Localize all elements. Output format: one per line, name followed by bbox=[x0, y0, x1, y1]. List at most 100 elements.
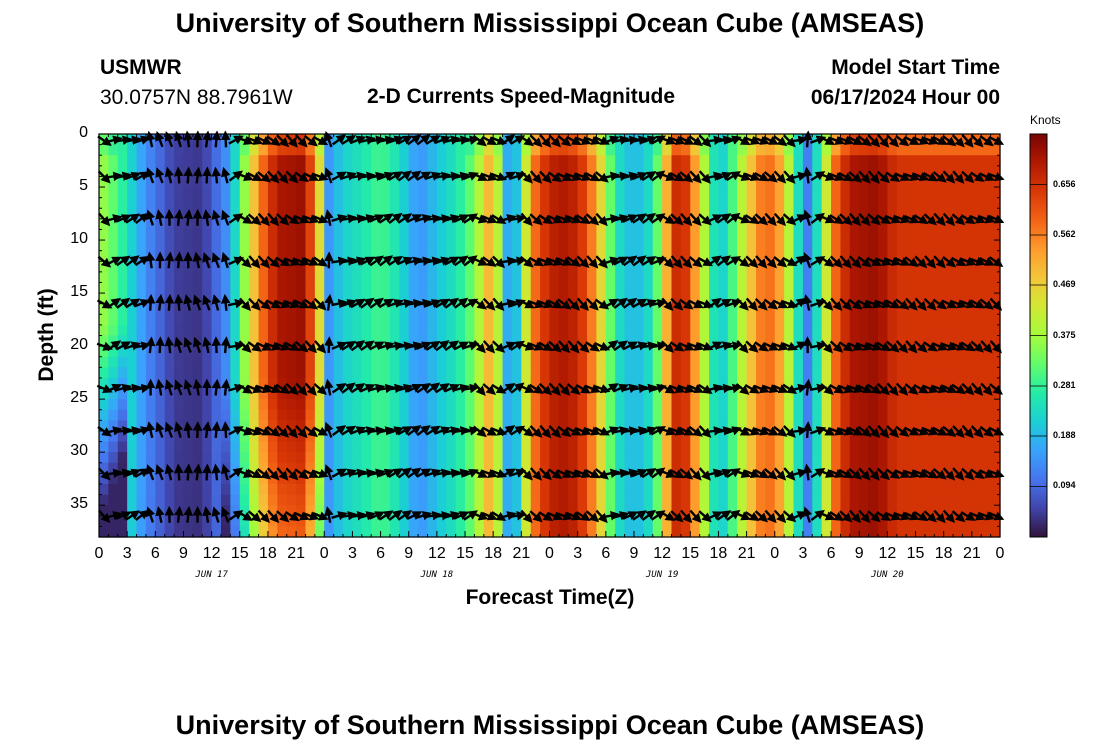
heatmap-cell bbox=[802, 452, 813, 464]
heatmap-cell bbox=[953, 483, 964, 496]
heatmap-cell bbox=[343, 303, 354, 315]
heatmap-cell bbox=[577, 155, 588, 167]
current-vector-arrow bbox=[978, 511, 996, 521]
heatmap-cell bbox=[624, 526, 635, 538]
heatmap-cell bbox=[896, 324, 907, 337]
current-vector-arrow bbox=[538, 467, 552, 481]
heatmap-cell bbox=[821, 441, 832, 453]
heatmap-cell bbox=[343, 388, 354, 400]
current-vector-arrow bbox=[763, 426, 779, 436]
current-vector-arrow bbox=[725, 383, 743, 394]
heatmap-cell bbox=[558, 335, 569, 347]
current-vector-arrow bbox=[744, 469, 761, 478]
heatmap-cell bbox=[249, 335, 260, 347]
heatmap-cell bbox=[568, 430, 579, 443]
current-vector-arrow bbox=[220, 378, 231, 396]
heatmap-cell bbox=[755, 399, 766, 411]
heatmap-cell bbox=[943, 388, 954, 400]
heatmap-cell bbox=[662, 218, 673, 231]
current-vector-arrow bbox=[211, 294, 221, 311]
colorbar-tick-label: 0.562 bbox=[1053, 229, 1076, 240]
current-vector-arrow bbox=[735, 256, 750, 267]
heatmap-cell bbox=[840, 335, 851, 347]
heatmap-cell bbox=[755, 388, 766, 400]
heatmap-cell bbox=[877, 441, 888, 453]
heatmap-cell bbox=[690, 452, 701, 464]
heatmap-cell bbox=[812, 314, 823, 326]
heatmap-cell bbox=[680, 505, 691, 517]
heatmap-cell bbox=[605, 144, 616, 156]
heatmap-cell bbox=[127, 324, 138, 337]
current-vector-arrow bbox=[978, 214, 996, 224]
heatmap-cell bbox=[493, 483, 504, 496]
heatmap-cell bbox=[502, 240, 513, 252]
heatmap-cell bbox=[314, 218, 325, 231]
heatmap-cell bbox=[446, 250, 457, 262]
colorbar-tick-label: 0.094 bbox=[1053, 480, 1076, 491]
heatmap-cell bbox=[605, 303, 616, 315]
current-vector-arrow bbox=[941, 341, 958, 351]
heatmap-cell bbox=[418, 441, 429, 453]
heatmap-cell bbox=[530, 165, 541, 178]
heatmap-cell bbox=[99, 483, 109, 496]
current-vector-arrow bbox=[895, 298, 910, 310]
heatmap-cell bbox=[343, 261, 354, 273]
heatmap-cell bbox=[690, 505, 701, 517]
current-vector-arrow bbox=[115, 511, 132, 521]
heatmap-cell bbox=[493, 452, 504, 464]
heatmap-cell bbox=[962, 250, 973, 262]
heatmap-cell bbox=[643, 494, 654, 506]
heatmap-cell bbox=[737, 441, 748, 453]
heatmap-cell bbox=[605, 240, 616, 252]
heatmap-cell bbox=[418, 176, 429, 188]
current-vector-arrow bbox=[914, 297, 927, 312]
heatmap-cell bbox=[896, 271, 907, 284]
heatmap-cell bbox=[774, 324, 785, 337]
heatmap-cell bbox=[502, 218, 513, 231]
current-vector-arrow bbox=[612, 426, 630, 436]
heatmap-cell bbox=[446, 377, 457, 390]
heatmap-cell bbox=[793, 526, 804, 538]
heatmap-cell bbox=[389, 229, 400, 241]
heatmap-cell bbox=[361, 197, 372, 209]
heatmap-cell bbox=[455, 271, 466, 284]
heatmap-cell bbox=[906, 452, 917, 464]
heatmap-cell bbox=[314, 515, 325, 527]
current-vector-arrow bbox=[716, 468, 733, 478]
heatmap-cell bbox=[568, 271, 579, 284]
heatmap-cell bbox=[615, 165, 626, 178]
heatmap-cell bbox=[774, 314, 785, 326]
heatmap-cell bbox=[343, 155, 354, 167]
heatmap-cell bbox=[774, 377, 785, 390]
current-vector-arrow bbox=[660, 214, 676, 225]
heatmap-cell bbox=[887, 218, 898, 231]
heatmap-cell bbox=[868, 441, 879, 453]
current-vector-arrow bbox=[481, 172, 498, 182]
heatmap-cell bbox=[239, 420, 250, 432]
heatmap-cell bbox=[849, 187, 860, 199]
current-vector-arrow bbox=[556, 214, 573, 224]
heatmap-cell bbox=[896, 155, 907, 167]
heatmap-cell bbox=[727, 324, 738, 337]
x-tick-label: 15 bbox=[681, 545, 700, 562]
heatmap-cell bbox=[117, 409, 128, 421]
heatmap-cell bbox=[962, 208, 973, 220]
heatmap-cell bbox=[127, 261, 138, 273]
current-vector-arrow bbox=[829, 214, 845, 225]
current-vector-arrow bbox=[396, 383, 414, 394]
heatmap-cell bbox=[361, 187, 372, 199]
current-vector-arrow bbox=[716, 341, 733, 351]
current-vector-arrow bbox=[97, 426, 112, 437]
current-vector-arrow bbox=[783, 467, 796, 481]
heatmap-cell bbox=[981, 240, 992, 252]
heatmap-cell bbox=[436, 208, 447, 220]
heatmap-cell bbox=[540, 197, 551, 209]
heatmap-cell bbox=[108, 197, 119, 209]
current-vector-arrow bbox=[969, 299, 986, 309]
heatmap-cell bbox=[408, 208, 419, 220]
heatmap-cell bbox=[221, 483, 231, 496]
heatmap-cell bbox=[624, 473, 635, 485]
current-vector-arrow bbox=[820, 297, 834, 311]
heatmap-cell bbox=[239, 367, 250, 379]
x-tick-label: 9 bbox=[629, 545, 639, 562]
